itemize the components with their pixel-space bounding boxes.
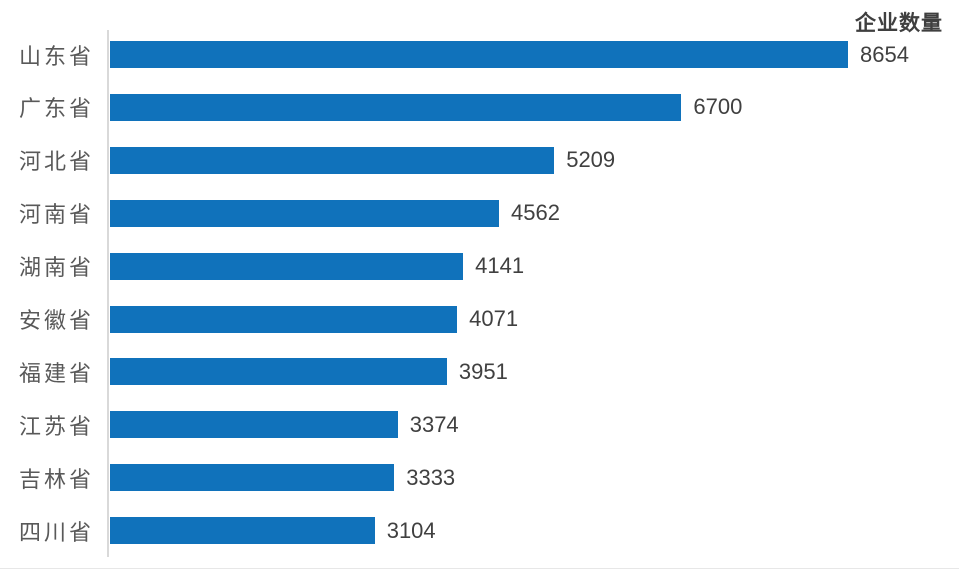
- bar: [110, 252, 464, 280]
- bar-row: 河南省 4562: [0, 199, 959, 228]
- bar-row: 江苏省 3374: [0, 411, 959, 439]
- bar: [110, 358, 447, 386]
- category-label: 河南省: [18, 202, 94, 228]
- bar: [110, 305, 458, 333]
- bar: [110, 411, 398, 439]
- bar-row: 安徽省 4071: [0, 305, 959, 333]
- bar-row: 吉林省 3333: [0, 464, 959, 492]
- bar: [110, 517, 375, 545]
- bar-row: 山东省 8654: [0, 41, 959, 69]
- value-label: 3951: [458, 358, 508, 384]
- value-label: 4141: [475, 253, 525, 279]
- value-label: 5209: [566, 147, 616, 173]
- value-label: 4562: [511, 200, 560, 226]
- bar: [110, 41, 848, 68]
- bar: [110, 93, 682, 121]
- value-label: 6700: [693, 94, 743, 120]
- bar: [110, 464, 395, 492]
- bar: [110, 146, 555, 174]
- category-label: 四川省: [18, 519, 94, 545]
- bar: [110, 199, 500, 227]
- category-label: 安徽省: [18, 308, 94, 333]
- value-label: 3374: [409, 411, 459, 437]
- category-label: 江苏省: [18, 413, 94, 439]
- y-axis-line: [107, 30, 109, 557]
- bar-row: 四川省 3104: [0, 517, 959, 545]
- bar-row: 湖南省 4141: [0, 252, 959, 281]
- value-label: 4071: [469, 306, 519, 331]
- category-label: 广东省: [18, 96, 94, 122]
- bar-row: 广东省 6700: [0, 93, 959, 122]
- category-label: 湖南省: [18, 255, 94, 281]
- category-label: 河北省: [18, 149, 94, 175]
- value-label: 3333: [406, 464, 456, 490]
- value-label: 3104: [386, 517, 436, 543]
- bottom-border-line: [0, 568, 959, 569]
- value-label: 8654: [860, 41, 909, 67]
- category-label: 福建省: [18, 360, 94, 386]
- bar-row: 河北省 5209: [0, 146, 959, 175]
- category-label: 山东省: [18, 43, 94, 69]
- bar-row: 福建省 3951: [0, 358, 959, 386]
- category-label: 吉林省: [18, 466, 94, 492]
- chart-title: 企业数量: [855, 12, 943, 35]
